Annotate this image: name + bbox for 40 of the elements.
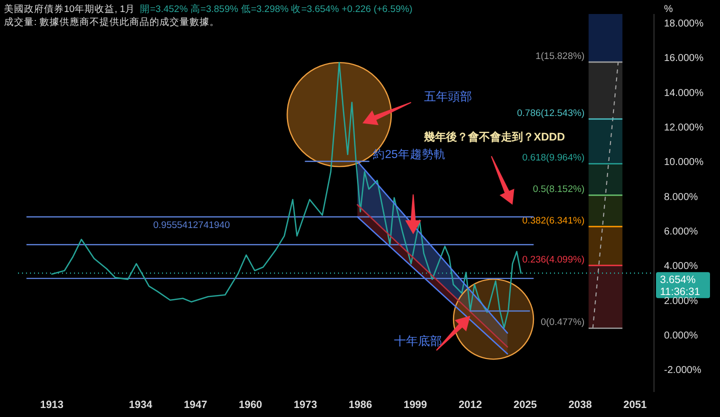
x-tick-label: 2012 — [458, 399, 482, 411]
x-tick-label: 2051 — [623, 399, 647, 411]
y-axis-title: % — [664, 4, 673, 15]
y-tick-label: 4.000% — [664, 261, 698, 272]
annotation: 0.9555412741940 — [153, 220, 230, 231]
annotation: 成交量: 數據供應商不提供此商品的成交量數據。 — [4, 16, 220, 28]
ref-line-label: 3.654% — [660, 274, 696, 286]
x-tick-label: 1934 — [128, 399, 152, 411]
annotation: 幾年後？會不會走到？XDDD — [422, 130, 565, 144]
ref-line-label: 1(15.828%) — [535, 51, 585, 62]
y-tick-label: 8.000% — [664, 192, 698, 203]
x-tick-label: 2038 — [568, 399, 592, 411]
y-tick-label: 2.000% — [664, 296, 698, 307]
ref-line-label: 0(0.477%) — [540, 317, 585, 328]
y-tick-label: 12.000% — [664, 122, 704, 134]
y-tick-label: -2.000% — [664, 365, 702, 376]
x-tick-label: 1986 — [348, 399, 372, 411]
ref-line-label: 0.618(9.964%) — [522, 152, 585, 164]
ref-line-label: 0.236(4.099%) — [522, 254, 585, 266]
y-tick-label: 10.000% — [664, 157, 704, 168]
chart-title: 美國政府債券10年期收益, 1月 — [4, 3, 136, 15]
annotation: 五年頭部 — [424, 90, 472, 104]
ref-line-label: 0.786(12.543%) — [516, 108, 585, 120]
y-tick-label: 18.000% — [664, 18, 704, 30]
x-tick-label: 1999 — [404, 399, 428, 411]
y-tick-label: 6.000% — [664, 226, 698, 238]
y-tick-label: 16.000% — [664, 53, 704, 64]
y-tick-label: 0.000% — [664, 330, 698, 342]
y-tick-label: 14.000% — [664, 88, 704, 99]
text: 11:36:31 — [660, 286, 700, 298]
x-tick-label: 1947 — [184, 399, 208, 411]
x-tick-label: 1913 — [40, 399, 64, 411]
x-tick-label: 1973 — [294, 399, 318, 411]
x-tick-label: 2025 — [514, 399, 538, 411]
annotation: 約25年趨勢軌 — [373, 148, 446, 161]
chart-subtitle: 開=3.452% 高=3.859% 低=3.298% 收=3.654% +0.226 (+6.59%) — [140, 3, 412, 15]
ref-line-label: 0.382(6.341%) — [522, 216, 585, 227]
annotation: 十年底部 — [394, 334, 442, 348]
ref-line-label: 0.5(8.152%) — [532, 184, 585, 196]
x-tick-label: 1960 — [238, 399, 262, 411]
